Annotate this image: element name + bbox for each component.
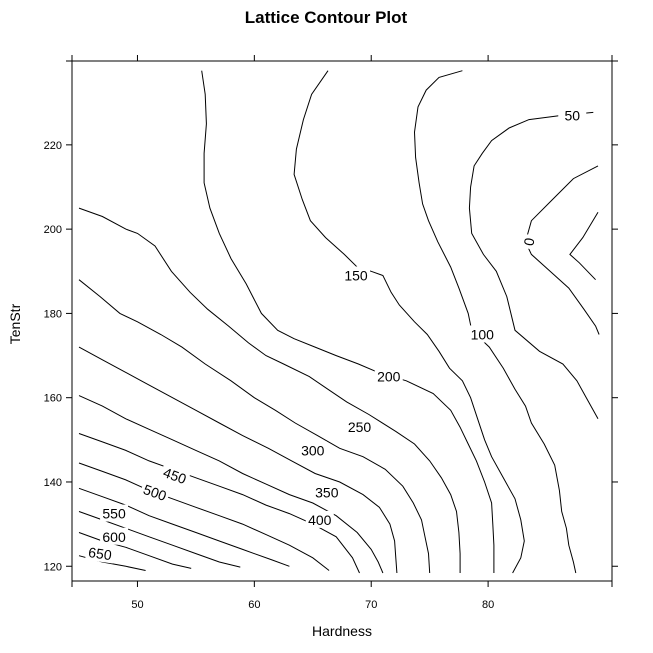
contour-label-50: 50 bbox=[564, 107, 580, 123]
contour-label-450: 450 bbox=[161, 464, 189, 487]
contour-label-bg bbox=[158, 462, 192, 488]
y-tick-label: 180 bbox=[44, 308, 62, 320]
contour-label-350: 350 bbox=[315, 485, 339, 501]
contour-lines bbox=[78, 70, 600, 574]
contour-label-150: 150 bbox=[344, 267, 368, 283]
contour-label-400: 400 bbox=[308, 512, 332, 528]
contour-label-bg bbox=[342, 266, 371, 284]
contour-label-bg bbox=[298, 441, 327, 459]
contour-label-250: 250 bbox=[348, 419, 372, 435]
contour-label-550: 550 bbox=[102, 506, 126, 522]
contour-line-100 bbox=[413, 70, 577, 574]
contour-label-bg bbox=[312, 483, 341, 501]
axis-tick-labels: 50 60 70 80 120 140 160 180 200 220 bbox=[44, 140, 495, 611]
x-tick-label: 70 bbox=[365, 599, 377, 611]
contour-line-450 bbox=[78, 433, 360, 574]
contour-label-bg bbox=[468, 325, 497, 343]
contour-label-300: 300 bbox=[301, 442, 325, 458]
contour-line-200 bbox=[201, 70, 495, 573]
contour-line-350 bbox=[78, 346, 398, 574]
contour-label-bg bbox=[518, 233, 539, 251]
contour-line-250 bbox=[78, 207, 461, 573]
contour-label-650: 650 bbox=[87, 544, 113, 563]
x-tick-label: 80 bbox=[482, 599, 494, 611]
contour-label-bg bbox=[374, 367, 403, 385]
contour-line-400 bbox=[78, 395, 384, 574]
contour-label-bg bbox=[85, 542, 116, 564]
x-tick-label: 50 bbox=[131, 599, 143, 611]
y-axis-title: TenStr bbox=[7, 303, 23, 344]
y-tick-label: 220 bbox=[44, 140, 62, 152]
contour-label-bg bbox=[305, 510, 334, 528]
chart-title: Lattice Contour Plot bbox=[245, 8, 408, 27]
x-axis-title: Hardness bbox=[312, 623, 372, 639]
contour-line-0 bbox=[524, 165, 600, 335]
contour-label-bg bbox=[139, 479, 172, 505]
contour-line-300 bbox=[78, 279, 431, 574]
contour-line-0 bbox=[569, 212, 599, 281]
contour-line-650 bbox=[78, 532, 192, 569]
contour-label-600: 600 bbox=[102, 529, 126, 545]
y-tick-label: 200 bbox=[44, 224, 62, 236]
contour-line-150 bbox=[293, 70, 525, 574]
axis-ticks bbox=[66, 55, 618, 587]
y-tick-label: 120 bbox=[44, 561, 62, 573]
contour-label-bg bbox=[345, 418, 374, 436]
plot-frame bbox=[71, 60, 613, 582]
contour-line-500 bbox=[78, 462, 330, 571]
contour-label-bg bbox=[100, 504, 129, 522]
contour-line-550 bbox=[78, 487, 290, 567]
contour-label-bg bbox=[100, 527, 129, 545]
contour-line-50 bbox=[468, 111, 599, 420]
contour-label-200: 200 bbox=[377, 369, 401, 385]
y-tick-label: 140 bbox=[44, 477, 62, 489]
x-tick-label: 60 bbox=[248, 599, 260, 611]
contour-label-0: 0 bbox=[520, 236, 537, 247]
y-tick-label: 160 bbox=[44, 393, 62, 405]
contour-label-500: 500 bbox=[141, 481, 169, 504]
contour-label-bg bbox=[558, 106, 587, 124]
contour-label-100: 100 bbox=[471, 326, 495, 342]
